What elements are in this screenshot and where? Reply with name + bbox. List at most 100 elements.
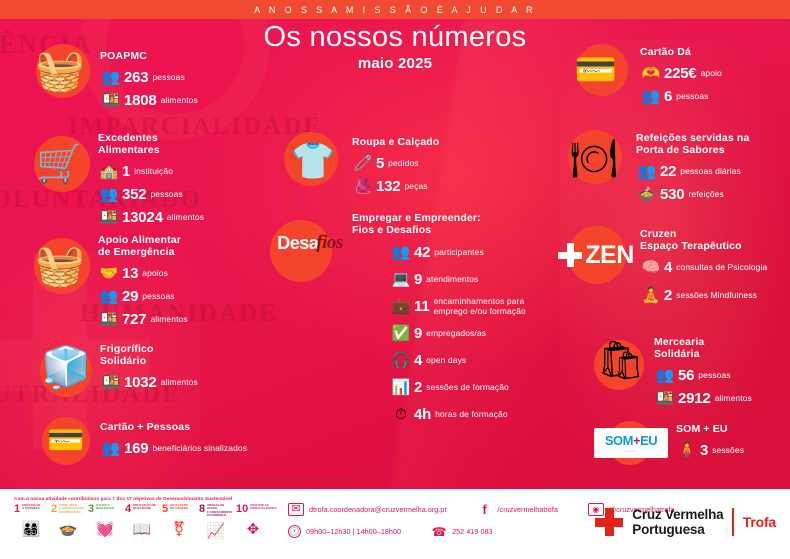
stat-value: 225€ bbox=[664, 64, 697, 82]
stat-block-refeicoes-porta-de-sabores: 🍽 Refeições servidas na Porta de Sabores… bbox=[552, 126, 749, 205]
thumbnail: SOM+EU • • • • • bbox=[588, 420, 674, 466]
email-text: dtrofa.coordenadora@cruzvermelha.org.pt bbox=[309, 505, 447, 514]
briefcase-target-icon: 💼 bbox=[391, 298, 411, 316]
stat-value: 1 bbox=[122, 163, 131, 181]
person-icon: 🧍 bbox=[677, 441, 697, 459]
sdg-number: 2 bbox=[51, 503, 58, 515]
stat-label: sessões Mindfulness bbox=[676, 290, 757, 301]
clock-icon: 🕐 bbox=[288, 525, 301, 538]
brain-hands-icon: 🧠 bbox=[641, 259, 661, 277]
sdg-glyph-icon: 🍲 bbox=[58, 520, 78, 538]
people-icon: 👥 bbox=[391, 244, 411, 262]
sdg-number: 1 bbox=[14, 503, 21, 515]
stat-row: 🎧 4 open days bbox=[390, 351, 526, 371]
contact-instagram[interactable]: ◉ @cruzvermelhatrofa bbox=[587, 503, 675, 516]
food-crate-icon: 🍱 bbox=[655, 390, 675, 408]
hand-card-icon: 💳 bbox=[574, 51, 618, 89]
stat-label: instituição bbox=[134, 166, 174, 177]
stat-block-excedentes-alimentares: 🛒 Excedentes Alimentares 🏫 1 instituição… bbox=[24, 128, 204, 228]
sdg-number: 4 bbox=[125, 503, 132, 515]
cruzen-logo: ZEN bbox=[558, 241, 634, 270]
people-icon: 👥 bbox=[641, 87, 661, 105]
people-icon: 👥 bbox=[637, 163, 657, 181]
check-circle-icon: ✅ bbox=[391, 325, 411, 343]
contact-facebook[interactable]: f /cruzvermelhatrofa bbox=[477, 503, 558, 516]
picnic-basket-icon: 🧺 bbox=[35, 49, 85, 93]
stat-value: 13024 bbox=[122, 209, 163, 227]
stat-label: consultas de Psicologia bbox=[676, 262, 768, 273]
sdg-glyph-icon: ⚧ bbox=[172, 520, 186, 538]
stat-value: 132 bbox=[376, 177, 401, 195]
grocery-bag-heart-icon: 🛍 bbox=[596, 340, 646, 382]
stat-row: 👥 352 pessoas bbox=[98, 185, 204, 205]
clothes-rack-icon: 🧶 bbox=[353, 177, 373, 195]
thumbnail: 👕 bbox=[276, 128, 350, 194]
sdg-number: 3 bbox=[88, 503, 95, 515]
stat-row: 🏫 1 instituição bbox=[98, 162, 204, 182]
stat-row: 🧠 4 consultas de Psicologia bbox=[640, 258, 768, 278]
sdg-glyph-icon: ✥ bbox=[246, 520, 260, 538]
stat-label: sessões de formação bbox=[426, 382, 509, 393]
stat-row: 🍱 13024 alimentos bbox=[98, 208, 204, 228]
stat-label: encaminhamentos para emprego e/ou formaç… bbox=[433, 296, 526, 316]
counselling-icon: 💻 bbox=[391, 271, 411, 289]
stat-block-frigorifico-solidario: 🧊 Frigorífico Solidário 🍱 1032 alimentos bbox=[34, 333, 198, 403]
block-title: Roupa e Calçado bbox=[352, 136, 440, 148]
contact-section: ✉ dtrofa.coordenadora@cruzvermelha.org.p… bbox=[288, 503, 675, 547]
someu-logo: SOM+EU • • • • • bbox=[594, 428, 668, 458]
hours-text: 09h00–12h30 | 14h00–18h00 bbox=[306, 527, 402, 536]
sdg-item: 8 TRABALHO DIGNO E CRESCIMENTO ECONÓMICO… bbox=[199, 503, 233, 543]
people-icon: 👥 bbox=[655, 367, 675, 385]
contact-phone[interactable]: ☎ 252 419 083 bbox=[431, 525, 493, 538]
block-title: Cruzen Espaço Terapêutico bbox=[640, 228, 742, 253]
sdg-name: IGUALDADE DE GÉNERO bbox=[170, 503, 189, 511]
sdg-glyph-icon: 📖 bbox=[132, 520, 152, 538]
institution-icon: 🏫 bbox=[99, 163, 119, 181]
sdg-number: 5 bbox=[162, 503, 169, 515]
stat-row: 👥 22 pessoas diárias bbox=[636, 162, 749, 182]
stat-row: 👥 56 pessoas bbox=[654, 366, 752, 386]
block-title: Mercearia Solidária bbox=[654, 336, 705, 361]
food-crate-icon: 🍱 bbox=[99, 311, 119, 329]
stat-value: 4h bbox=[414, 406, 432, 424]
block-title: POAPMC bbox=[100, 50, 147, 62]
people-icon: 👥 bbox=[101, 68, 121, 86]
contact-email[interactable]: ✉ dtrofa.coordenadora@cruzvermelha.org.p… bbox=[288, 503, 447, 516]
stat-row: 👥 42 participantes bbox=[390, 243, 526, 263]
hanger-icon: 🧷 bbox=[353, 154, 373, 172]
stat-value: 11 bbox=[414, 298, 430, 316]
stat-row: 👥 169 beneficiários sinalizados bbox=[100, 438, 247, 458]
fridge-icon: 🧊 bbox=[41, 346, 91, 390]
stat-row: ⏱ 4h horas de formação bbox=[390, 405, 526, 425]
stat-row: 🧷 5 pedidos bbox=[352, 153, 439, 173]
stat-value: 13 bbox=[122, 265, 139, 283]
block-title: Apoio Alimentar de Emergência bbox=[98, 234, 181, 259]
contact-hours: 🕐 09h00–12h30 | 14h00–18h00 bbox=[288, 525, 401, 538]
stat-value: 42 bbox=[414, 244, 431, 262]
sdg-caption: Com a nossa atividade contribuímos para … bbox=[14, 496, 233, 501]
stat-block-apoio-alimentar-emergencia: 🧺 Apoio Alimentar de Emergência 🤝 13 apo… bbox=[24, 228, 188, 330]
plate-cutlery-icon: 🍽 bbox=[569, 138, 619, 180]
people-icon: 👥 bbox=[99, 186, 119, 204]
stat-value: 4 bbox=[664, 259, 673, 277]
stat-label: apoio bbox=[700, 67, 722, 78]
stat-value: 727 bbox=[122, 311, 147, 329]
open-day-icon: 🎧 bbox=[391, 352, 411, 370]
sdg-name: SAÚDE E BEM-ESTAR bbox=[96, 503, 114, 511]
stat-row: 👥 263 pessoas bbox=[100, 67, 198, 87]
sdg-item: 5 IGUALDADE DE GÉNERO ⚧ bbox=[162, 503, 196, 543]
logo-divider bbox=[732, 508, 734, 537]
stat-label: pedidos bbox=[388, 157, 419, 168]
stat-row: 🍱 1032 alimentos bbox=[100, 373, 198, 393]
stat-block-roupa-calcado: 👕 Roupa e Calçado 🧷 5 pedidos 🧶 132 peça… bbox=[276, 128, 439, 196]
stat-label: pessoas bbox=[150, 189, 183, 200]
facebook-text: /cruzvermelhatrofa bbox=[497, 505, 558, 514]
header: Os nossos números maio 2025 bbox=[0, 22, 790, 73]
grocery-basket-icon: 🛒 bbox=[36, 143, 84, 185]
stat-label: pessoas diárias bbox=[680, 166, 741, 177]
sdg-name: FOME ZERO E AGRICULTURA SUSTENTÁVEL bbox=[59, 503, 85, 514]
sdg-name: ERRADICAR A POBREZA bbox=[22, 503, 41, 511]
sdg-item: 10 REDUZIR AS DESIGUALDADES ✥ bbox=[236, 503, 277, 543]
stat-label: alimentos bbox=[150, 314, 188, 325]
thumbnail: 💳 bbox=[552, 38, 640, 102]
